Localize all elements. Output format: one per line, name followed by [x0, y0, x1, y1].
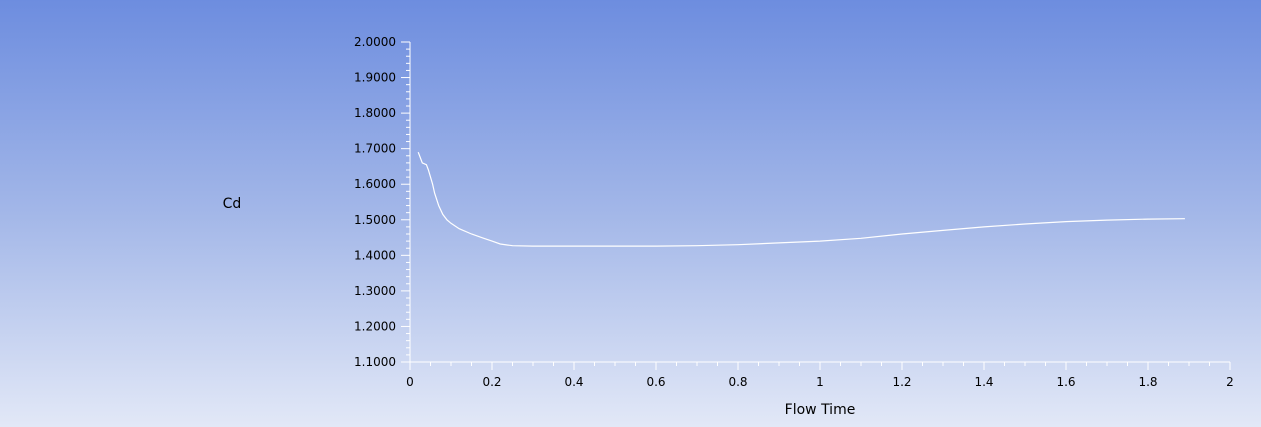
y-tick-label: 1.8000: [354, 106, 396, 120]
x-tick-label: 0.6: [646, 375, 665, 389]
y-tick-label: 1.6000: [354, 177, 396, 191]
x-tick-label: 0: [406, 375, 414, 389]
axes: 1.1000 1.2000 1.3000 1.4000 1.5000 1.6000 1.70…: [354, 35, 1234, 389]
x-axis-title: Flow Time: [785, 402, 856, 418]
y-tick-label: 1.3000: [354, 284, 396, 298]
y-tick-label: 2.0000: [354, 35, 396, 49]
x-tick-label: 2: [1226, 375, 1234, 389]
x-tick-label: 1.6: [1056, 375, 1075, 389]
y-tick-label: 1.4000: [354, 248, 396, 262]
y-tick-label: 1.7000: [354, 142, 396, 156]
x-tick-label: 1.8: [1138, 375, 1157, 389]
plot-series: [417, 151, 1185, 247]
y-axis-title: Cd: [223, 196, 242, 212]
y-tick-label: 1.9000: [354, 71, 396, 85]
y-tick-label: 1.1000: [354, 355, 396, 369]
x-tick-label: 1: [816, 375, 824, 389]
x-tick-label: 1.4: [974, 375, 993, 389]
y-tick-label: 1.2000: [354, 319, 396, 333]
x-tick-label: 0.4: [564, 375, 583, 389]
x-tick-label: 0.8: [728, 375, 747, 389]
x-tick-label: 0.2: [482, 375, 501, 389]
cd-series-line: [417, 151, 1185, 247]
y-tick-label: 1.5000: [354, 213, 396, 227]
x-tick-label: 1.2: [892, 375, 911, 389]
